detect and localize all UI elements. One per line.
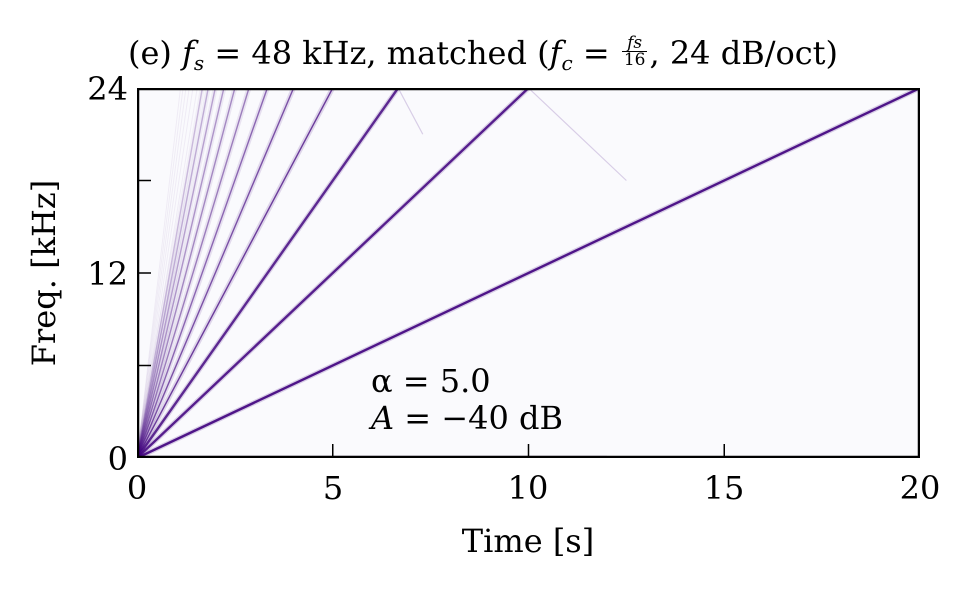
faint-harmonic-line (137, 88, 190, 458)
harmonic-line (137, 88, 227, 458)
y-tick-label-0: 0 (107, 440, 128, 478)
harmonic-line (137, 88, 627, 458)
fraction-numerator: fs (621, 35, 648, 52)
fs-symbol: f (182, 34, 194, 72)
x-tick-label-15: 15 (703, 469, 745, 507)
harmonic-line (137, 88, 211, 458)
faint-harmonic-line (137, 88, 198, 458)
harmonic-line (137, 88, 205, 458)
fc-symbol: f (549, 34, 562, 72)
harmonic-line (137, 88, 424, 458)
harmonic-line (137, 88, 296, 458)
fraction-denominator: 16 (623, 50, 646, 70)
x-tick-label-5: 5 (322, 469, 344, 507)
chart-title: (e) fs = 48 kHz, matched (fc = fs 16, 24 … (128, 28, 928, 78)
panel-label: (e) (128, 34, 172, 72)
harmonic-line (137, 88, 920, 458)
x-tick-label-20: 20 (899, 469, 941, 507)
faint-harmonic-line (137, 88, 187, 458)
amp-symbol: A (371, 399, 395, 437)
amp-value: = −40 dB (404, 399, 563, 437)
plot-frame (137, 88, 920, 458)
y-axis-label: Freq. [kHz] (25, 179, 63, 367)
alpha-annotation: α = 5.0 (371, 362, 491, 400)
harmonic-line (137, 88, 238, 458)
fc-subscript: c (561, 51, 573, 75)
title-equals: = (582, 34, 610, 72)
spectrogram-plot-area (137, 88, 920, 458)
x-axis-label: Time [s] (461, 522, 595, 560)
title-slope: , 24 dB/oct) (649, 34, 839, 72)
faint-harmonic-line (137, 88, 194, 458)
harmonic-line (137, 88, 218, 458)
x-tick-label-10: 10 (507, 469, 549, 507)
faint-harmonic-line (137, 88, 184, 458)
cutoff-fraction: fs 16 (621, 35, 648, 70)
harmonic-line (137, 88, 335, 458)
harmonic-line (137, 88, 252, 458)
title-sample-rate: = 48 kHz, matched ( (214, 34, 550, 72)
amplitude-annotation: A = −40 dB (371, 399, 563, 437)
spectrogram-canvas (137, 88, 920, 458)
harmonic-line (137, 88, 270, 458)
x-tick-label-0: 0 (126, 469, 148, 507)
faint-harmonic-line (137, 88, 181, 458)
y-tick-label-12: 12 (87, 255, 128, 293)
fs-subscript: s (193, 51, 205, 75)
y-tick-label-24: 24 (87, 70, 128, 108)
